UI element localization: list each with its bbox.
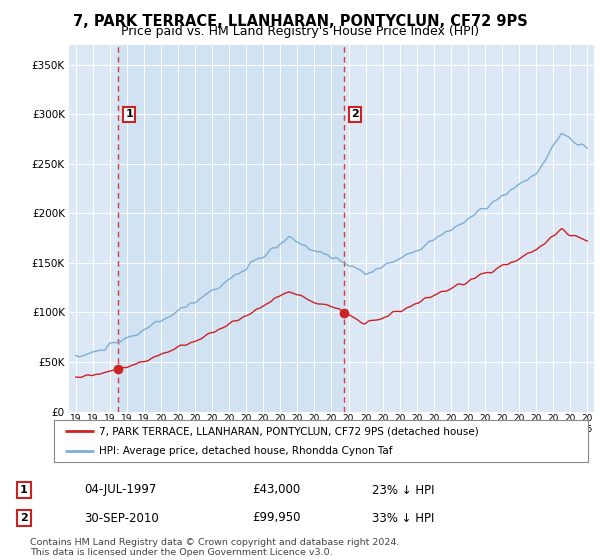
Text: Price paid vs. HM Land Registry's House Price Index (HPI): Price paid vs. HM Land Registry's House … bbox=[121, 25, 479, 38]
Text: HPI: Average price, detached house, Rhondda Cynon Taf: HPI: Average price, detached house, Rhon… bbox=[100, 446, 393, 456]
Text: Contains HM Land Registry data © Crown copyright and database right 2024.
This d: Contains HM Land Registry data © Crown c… bbox=[30, 538, 400, 557]
Text: 2: 2 bbox=[351, 109, 359, 119]
Text: 1: 1 bbox=[125, 109, 133, 119]
Text: 30-SEP-2010: 30-SEP-2010 bbox=[84, 511, 159, 525]
Text: 7, PARK TERRACE, LLANHARAN, PONTYCLUN, CF72 9PS: 7, PARK TERRACE, LLANHARAN, PONTYCLUN, C… bbox=[73, 14, 527, 29]
Bar bbox=[118, 45, 344, 412]
Text: £99,950: £99,950 bbox=[252, 511, 301, 525]
Text: £43,000: £43,000 bbox=[252, 483, 300, 497]
Text: 7, PARK TERRACE, LLANHARAN, PONTYCLUN, CF72 9PS (detached house): 7, PARK TERRACE, LLANHARAN, PONTYCLUN, C… bbox=[100, 426, 479, 436]
Text: 04-JUL-1997: 04-JUL-1997 bbox=[84, 483, 157, 497]
Text: 33% ↓ HPI: 33% ↓ HPI bbox=[372, 511, 434, 525]
Text: 1: 1 bbox=[20, 485, 28, 495]
Text: 23% ↓ HPI: 23% ↓ HPI bbox=[372, 483, 434, 497]
Text: 2: 2 bbox=[20, 513, 28, 523]
